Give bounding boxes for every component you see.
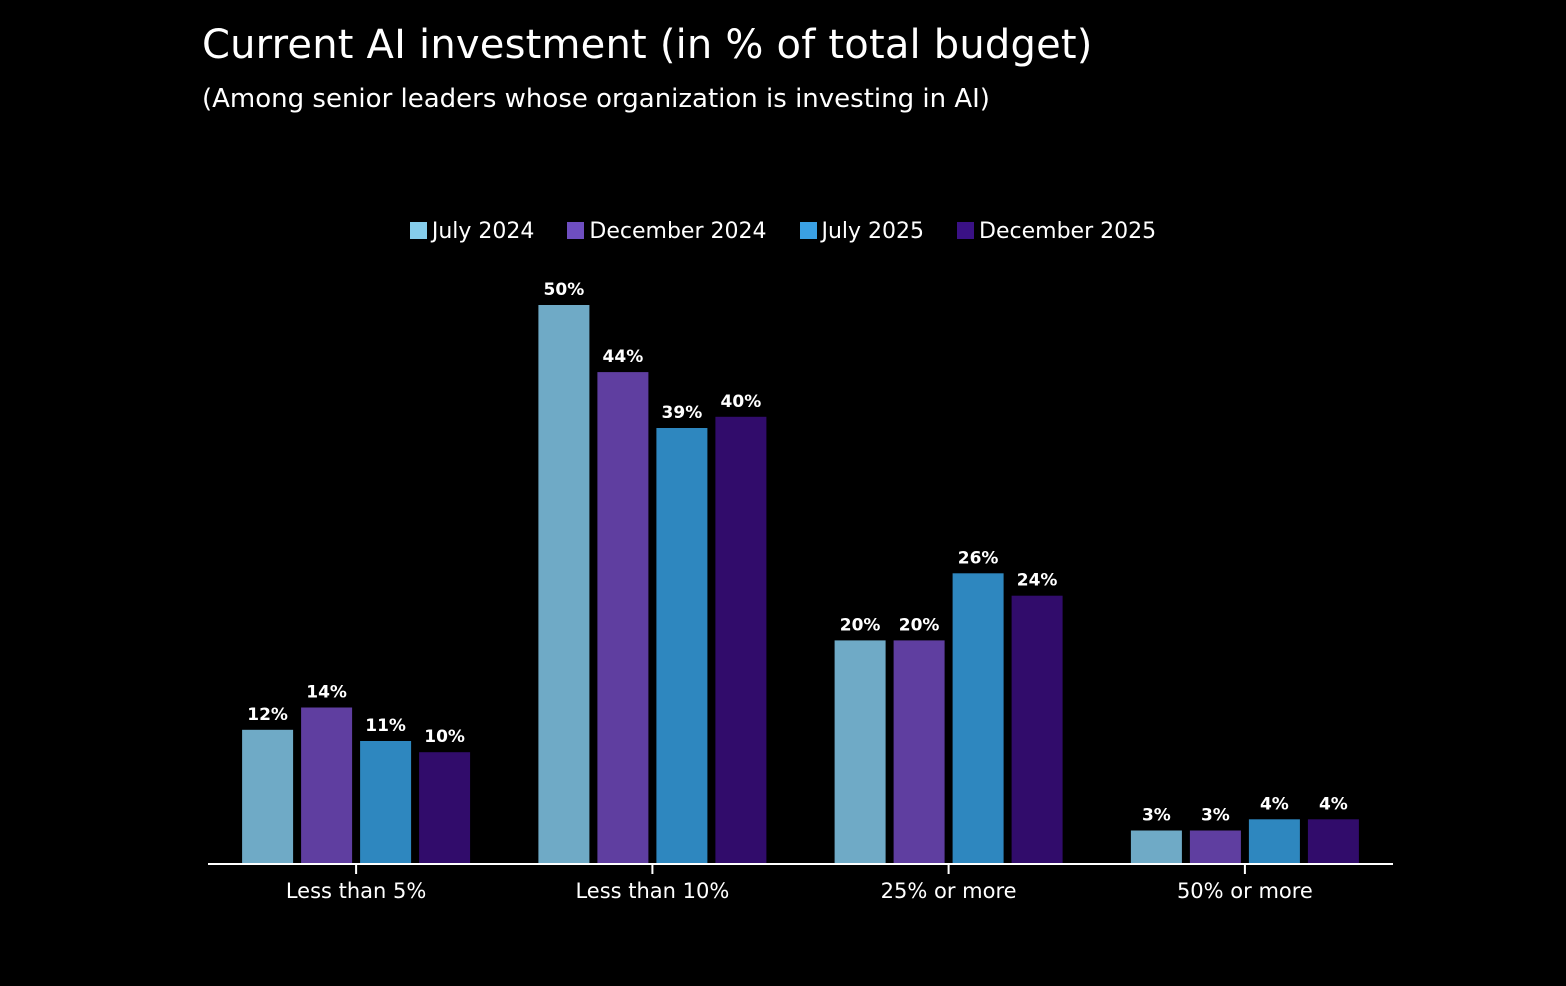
x-tick-label-50pct-or-more: 50% or more	[1177, 879, 1313, 903]
legend-swatch-july-2024	[409, 221, 427, 239]
data-label-july-2025-less-than-5pct: 11%	[365, 716, 406, 736]
legend-label-july-2024: July 2024	[431, 218, 535, 244]
data-label-july-2024-less-than-5pct: 12%	[247, 705, 288, 725]
legend-label-december-2025: December 2025	[979, 218, 1157, 244]
bar-december-2024-25pct-or-more	[893, 640, 945, 864]
bar-july-2025-less-than-10pct	[656, 428, 708, 864]
data-label-december-2024-50pct-or-more: 3%	[1201, 806, 1230, 826]
x-tick-label-less-than-5pct: Less than 5%	[286, 879, 427, 903]
data-label-december-2024-25pct-or-more: 20%	[899, 615, 940, 635]
legend-item-december-2025: December 2025	[957, 219, 1156, 244]
data-label-december-2024-less-than-5pct: 14%	[306, 683, 347, 703]
chart-subtitle: (Among senior leaders whose organization…	[202, 84, 990, 114]
x-tick-label-25pct-or-more: 25% or more	[881, 879, 1017, 903]
bar-december-2025-less-than-10pct	[715, 416, 767, 864]
data-label-december-2025-less-than-10pct: 40%	[721, 392, 762, 412]
legend-swatch-december-2025	[957, 221, 975, 239]
x-tick-label-less-than-10pct: Less than 10%	[575, 879, 729, 903]
legend: July 2024 December 2024 July 2025 Decemb…	[0, 218, 1566, 244]
data-label-december-2025-50pct-or-more: 4%	[1319, 794, 1348, 814]
bar-july-2025-50pct-or-more	[1248, 819, 1300, 864]
bar-december-2024-less-than-5pct	[301, 707, 353, 864]
data-label-july-2024-25pct-or-more: 20%	[840, 615, 881, 635]
bar-december-2024-less-than-10pct	[597, 372, 649, 864]
legend-label-december-2024: December 2024	[589, 218, 767, 244]
bar-december-2024-50pct-or-more	[1189, 830, 1241, 864]
data-label-july-2025-less-than-10pct: 39%	[662, 403, 703, 423]
data-label-december-2025-25pct-or-more: 24%	[1017, 571, 1058, 591]
data-label-july-2024-less-than-10pct: 50%	[544, 280, 585, 300]
bar-december-2025-less-than-5pct	[419, 752, 471, 864]
bar-july-2025-25pct-or-more	[952, 573, 1004, 864]
legend-item-december-2024: December 2024	[567, 218, 767, 244]
data-label-july-2025-25pct-or-more: 26%	[958, 548, 999, 568]
legend-swatch-july-2025	[799, 221, 817, 239]
bar-july-2024-less-than-5pct	[242, 729, 294, 864]
legend-label-july-2025: July 2025	[821, 218, 925, 244]
data-label-july-2024-50pct-or-more: 3%	[1142, 806, 1171, 826]
data-label-december-2024-less-than-10pct: 44%	[603, 347, 644, 367]
bar-july-2024-25pct-or-more	[834, 640, 886, 864]
bar-july-2025-less-than-5pct	[360, 741, 412, 864]
data-label-july-2025-50pct-or-more: 4%	[1260, 794, 1289, 814]
legend-item-july-2025: July 2025	[799, 218, 925, 244]
bar-december-2025-50pct-or-more	[1307, 819, 1359, 864]
bar-july-2024-less-than-10pct	[538, 305, 590, 864]
legend-item-july-2024: July 2024	[409, 218, 535, 244]
bar-july-2024-50pct-or-more	[1130, 830, 1182, 864]
chart-title: Current AI investment (in % of total bud…	[202, 22, 1093, 68]
legend-swatch-december-2024	[567, 221, 585, 239]
data-label-december-2025-less-than-5pct: 10%	[424, 727, 465, 747]
bar-december-2025-25pct-or-more	[1011, 595, 1063, 864]
